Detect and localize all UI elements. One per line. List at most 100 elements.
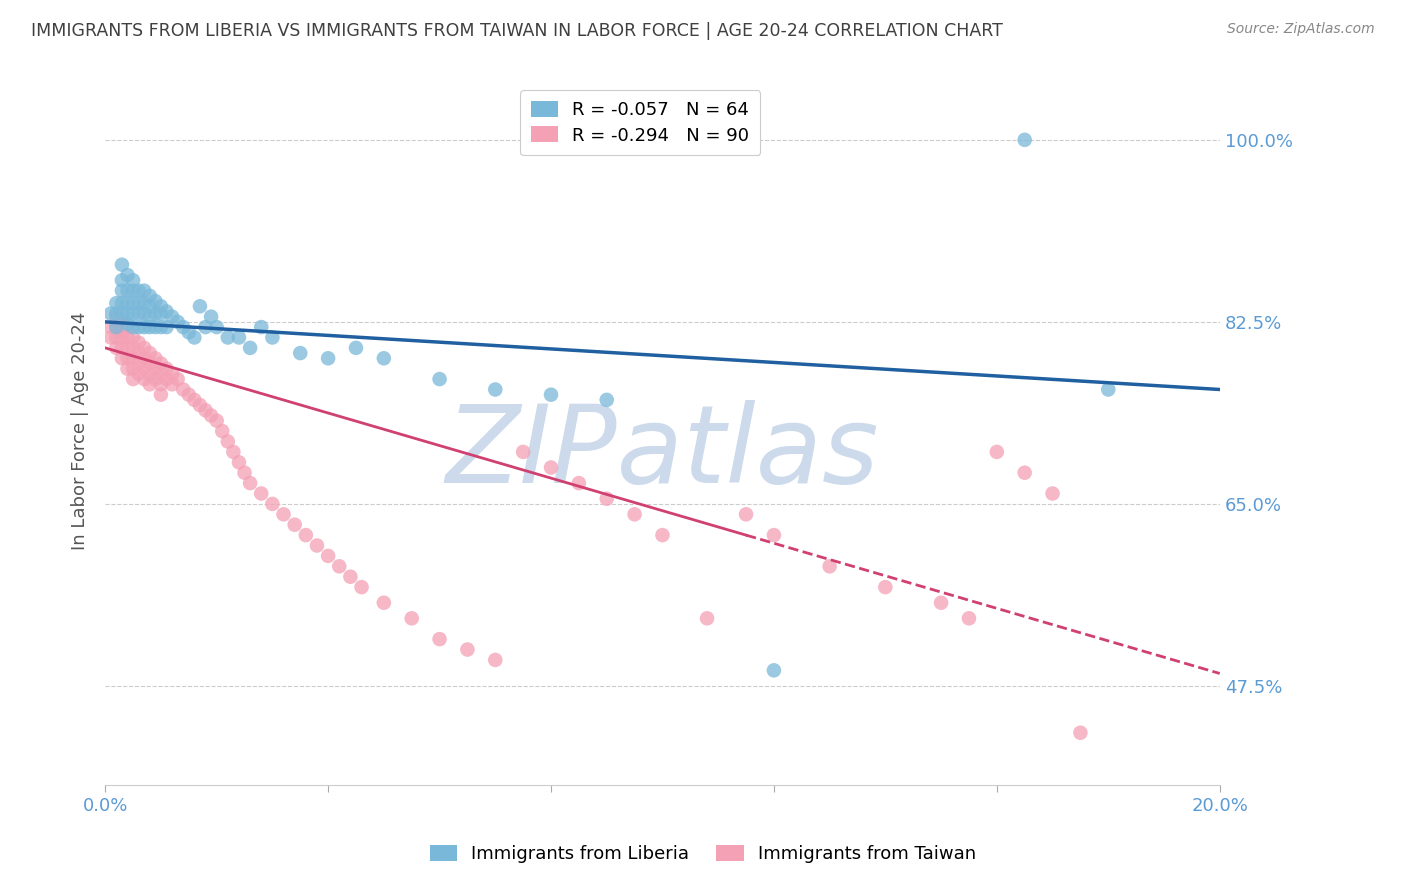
Point (105, 330, 128, 344)
Point (429, 632, 451, 647)
Point (100, 320, 122, 334)
Point (111, 326, 134, 340)
Point (957, 611, 980, 625)
Point (160, 310, 183, 324)
Point (155, 361, 177, 376)
Point (305, 539, 328, 553)
Point (122, 351, 145, 366)
Point (1069, 725, 1091, 739)
Point (139, 346, 162, 360)
Point (117, 268, 139, 282)
Point (122, 273, 145, 287)
Point (134, 307, 156, 321)
Point (155, 320, 177, 334)
Text: Source: ZipAtlas.com: Source: ZipAtlas.com (1227, 22, 1375, 37)
Point (100, 330, 122, 344)
Point (122, 284, 145, 298)
Point (250, 320, 273, 334)
Point (134, 320, 156, 334)
Point (111, 284, 134, 298)
Legend: Immigrants from Liberia, Immigrants from Taiwan: Immigrants from Liberia, Immigrants from… (420, 836, 986, 872)
Point (875, 580, 897, 594)
Point (139, 320, 162, 334)
Point (149, 387, 172, 401)
Point (111, 307, 134, 321)
Point (172, 383, 194, 397)
Point (339, 570, 361, 584)
Point (149, 320, 172, 334)
Point (239, 476, 262, 491)
Point (100, 307, 122, 321)
Point (117, 296, 139, 310)
Point (250, 486, 273, 500)
Point (134, 372, 156, 386)
Point (111, 258, 134, 272)
Point (166, 372, 188, 386)
Point (696, 611, 718, 625)
Point (205, 414, 228, 428)
Point (160, 377, 183, 392)
Point (295, 528, 318, 542)
Point (183, 330, 205, 344)
Point (316, 549, 339, 563)
Point (117, 320, 139, 334)
Point (139, 367, 162, 381)
Point (139, 310, 162, 324)
Point (484, 383, 506, 397)
Point (128, 367, 150, 381)
Point (290, 346, 312, 360)
Point (205, 320, 228, 334)
Point (139, 377, 162, 392)
Point (145, 372, 167, 386)
Point (328, 559, 350, 574)
Point (149, 307, 172, 321)
Point (188, 299, 211, 313)
Point (316, 351, 339, 366)
Point (568, 476, 591, 491)
Point (149, 377, 172, 392)
Point (818, 559, 841, 574)
Legend: R = -0.057   N = 64, R = -0.294   N = 90: R = -0.057 N = 64, R = -0.294 N = 90 (520, 90, 761, 155)
Point (122, 341, 145, 355)
Point (540, 387, 562, 401)
Point (222, 445, 245, 459)
Point (1014, 466, 1036, 480)
Point (929, 596, 952, 610)
Point (149, 356, 172, 370)
Point (194, 320, 217, 334)
Point (128, 296, 150, 310)
Point (200, 310, 222, 324)
Point (117, 317, 139, 331)
Point (211, 424, 233, 438)
Point (111, 351, 134, 366)
Point (134, 296, 156, 310)
Point (762, 528, 785, 542)
Point (139, 299, 162, 313)
Point (134, 351, 156, 366)
Point (228, 330, 250, 344)
Point (273, 508, 295, 522)
Point (651, 528, 673, 542)
Point (623, 508, 645, 522)
Point (177, 387, 200, 401)
Point (128, 335, 150, 350)
Point (111, 296, 134, 310)
Point (111, 315, 134, 329)
Point (105, 341, 128, 355)
Point (188, 398, 211, 412)
Point (177, 326, 200, 340)
Point (233, 466, 256, 480)
Point (117, 351, 139, 366)
Point (122, 307, 145, 321)
Point (139, 289, 162, 303)
Point (111, 273, 134, 287)
Point (1042, 486, 1064, 500)
Point (596, 491, 619, 506)
Point (145, 294, 167, 309)
Point (149, 367, 172, 381)
Point (484, 653, 506, 667)
Point (239, 341, 262, 355)
Point (986, 445, 1008, 459)
Point (122, 320, 145, 334)
Y-axis label: In Labor Force | Age 20-24: In Labor Force | Age 20-24 (72, 312, 89, 550)
